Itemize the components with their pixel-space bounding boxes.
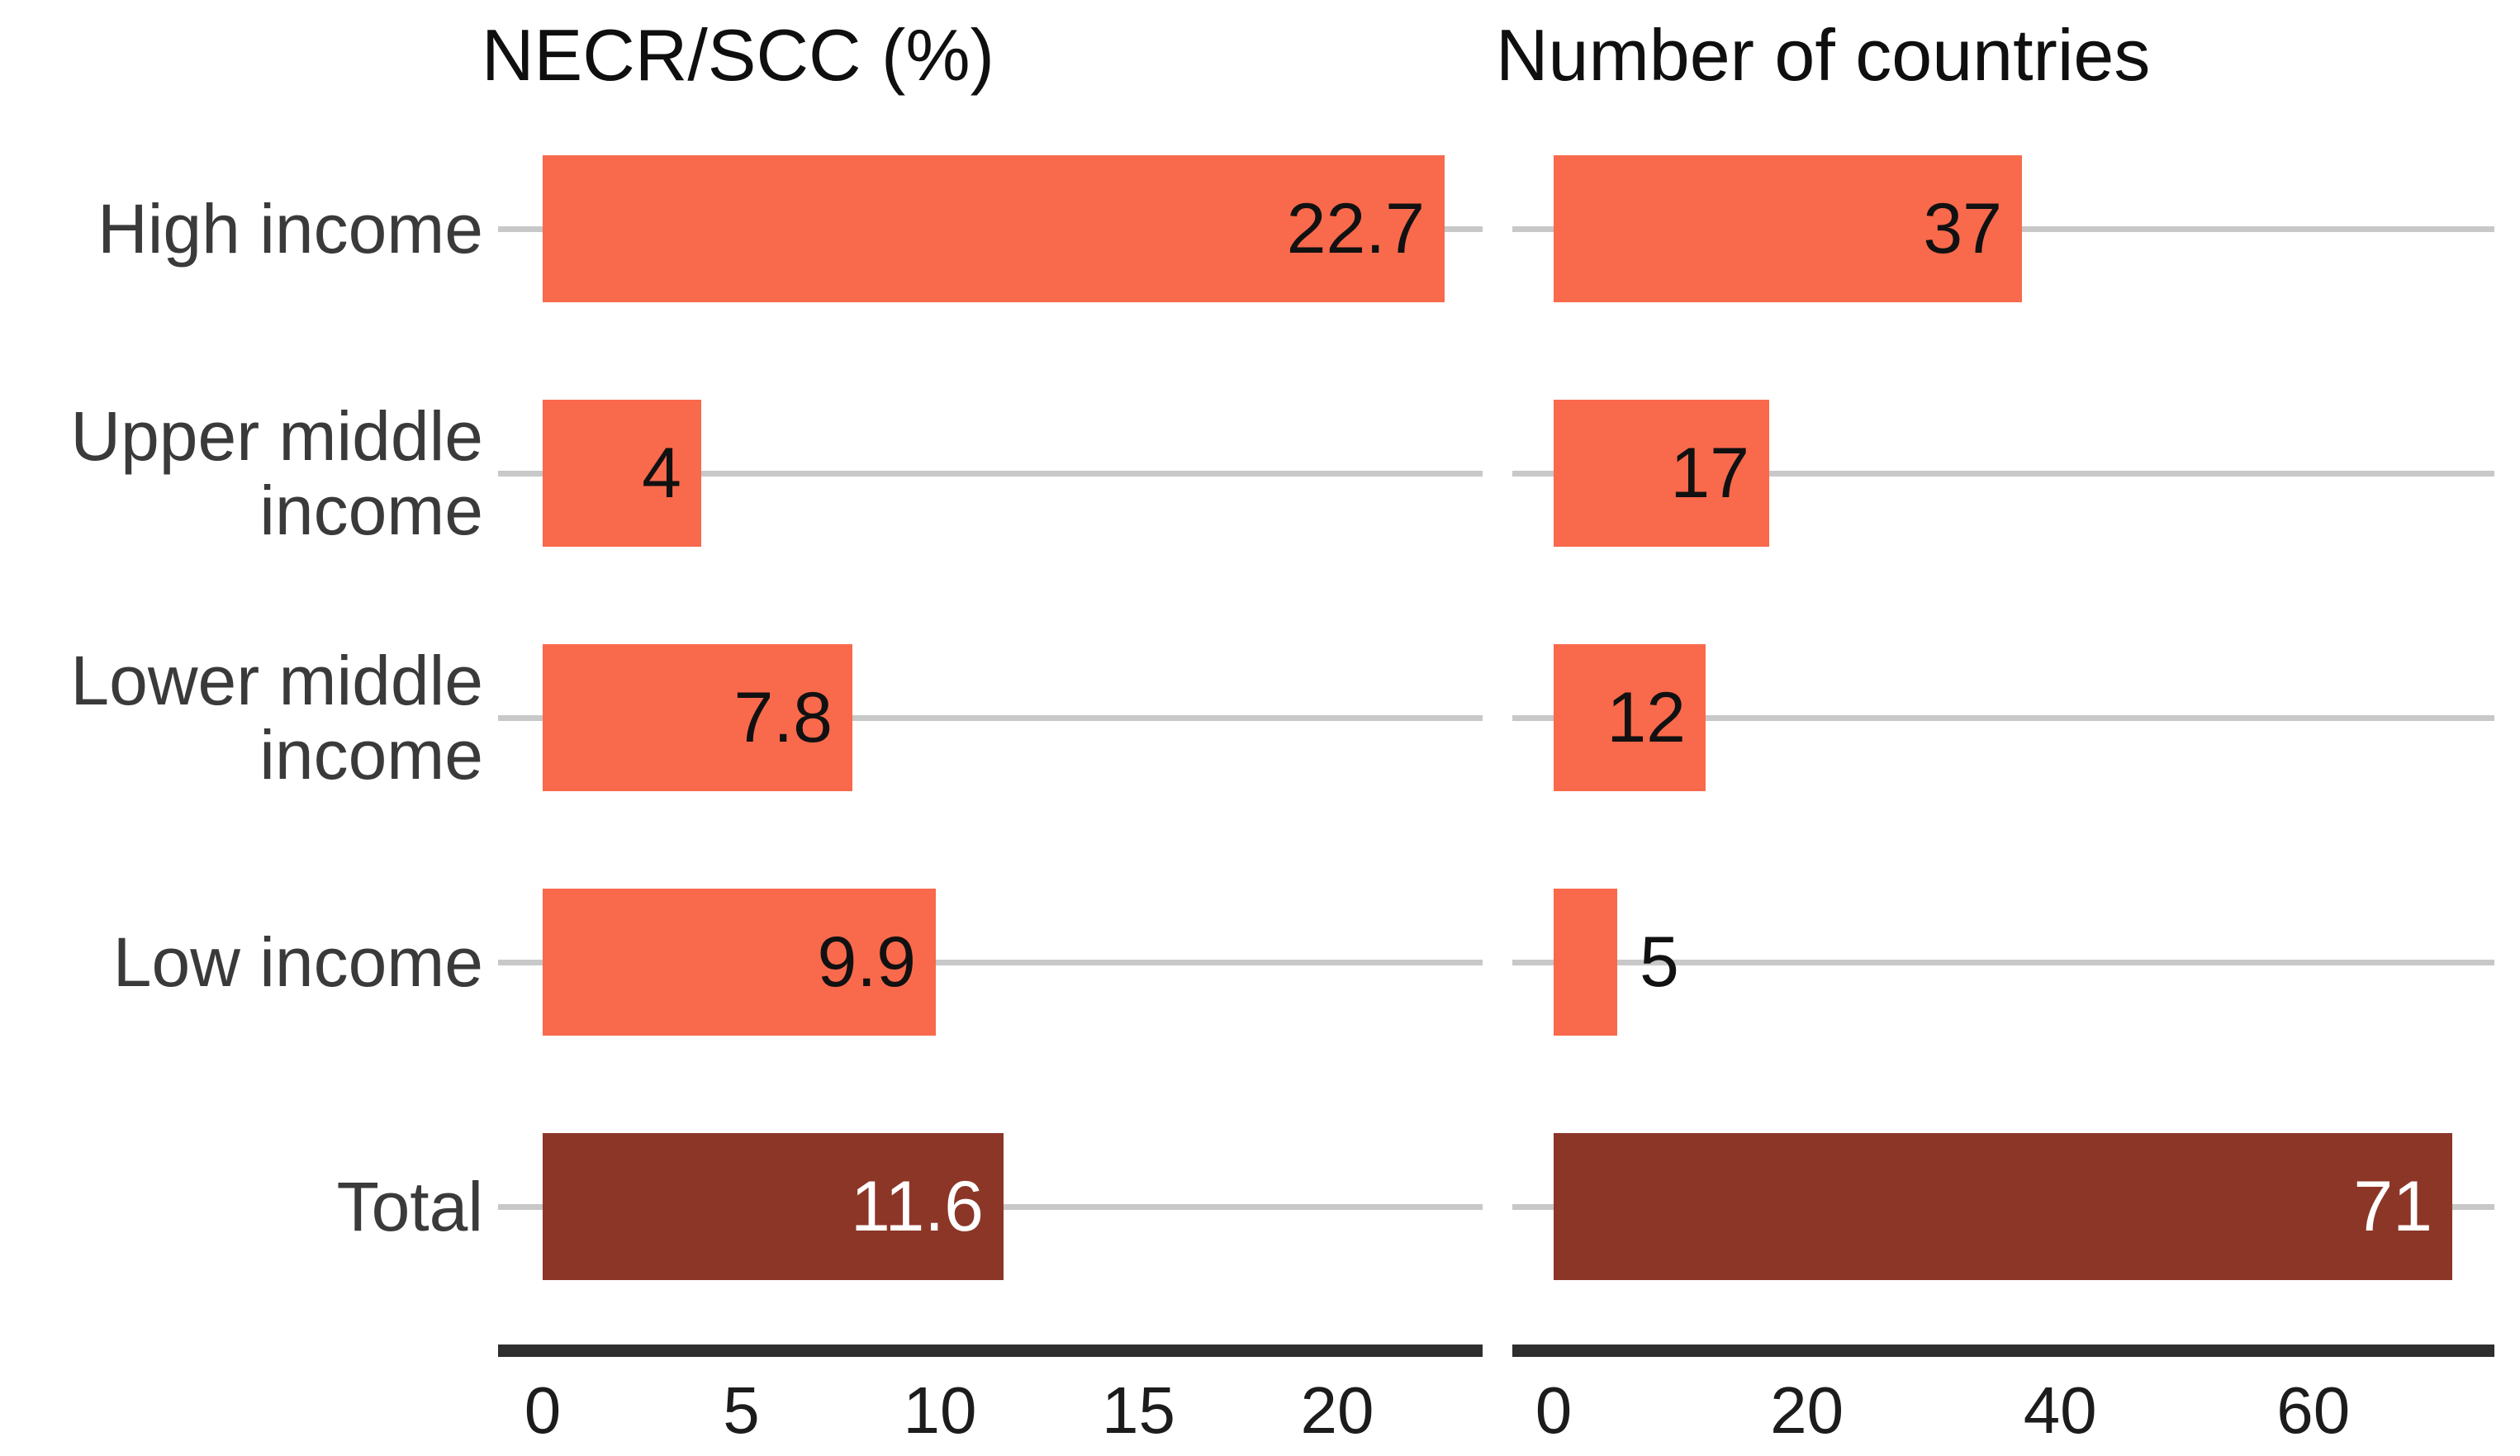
bar-value-label: 22.7	[1286, 189, 1425, 268]
gridline	[1512, 959, 2494, 965]
x-axis-tick-label: 40	[2023, 1373, 2097, 1447]
bar-value-label: 5	[1640, 922, 1679, 1002]
bar-low-income-necr-scc-: 9.9	[543, 889, 936, 1036]
bar-lower-middle-income-necr-scc-: 7.8	[543, 644, 852, 791]
bar-high-income-necr-scc-: 22.7	[543, 155, 1445, 302]
gridline	[1512, 714, 2494, 721]
bar-value-label: 9.9	[817, 922, 916, 1002]
bar-value-label: 71	[2353, 1167, 2432, 1246]
panel-title-necr-scc: NECR/SCC (%)	[482, 14, 994, 96]
bar-upper-middle-income-necr-scc-: 4	[543, 400, 701, 547]
x-axis-tick-label: 10	[903, 1373, 977, 1447]
gridline	[1512, 470, 2494, 477]
bar-low-income-number-of-countries	[1554, 889, 1617, 1036]
bar-total-number-of-countries: 71	[1554, 1133, 2452, 1280]
category-label-lower-middle-income: Lower middle income	[70, 642, 483, 794]
bar-value-label: 11.6	[851, 1167, 984, 1246]
gridline	[498, 470, 1483, 477]
bar-upper-middle-income-number-of-countries: 17	[1554, 400, 1769, 547]
x-axis-tick-label: 0	[524, 1373, 562, 1447]
panel-title-number-of-countries: Number of countries	[1496, 14, 2151, 96]
bar-value-label: 17	[1670, 434, 1749, 513]
bar-total-necr-scc-: 11.6	[543, 1133, 1004, 1280]
x-axis-tick-label: 20	[1300, 1373, 1374, 1447]
category-label-total: Total	[336, 1168, 483, 1245]
bar-value-label: 12	[1606, 678, 1686, 757]
x-axis-line	[498, 1345, 1483, 1357]
bar-value-label: 37	[1923, 189, 2002, 268]
x-axis-line	[1512, 1345, 2494, 1357]
bar-value-label: 4	[642, 434, 681, 513]
x-axis-tick-label: 5	[723, 1373, 760, 1447]
category-label-high-income: High income	[97, 190, 483, 268]
bar-high-income-number-of-countries: 37	[1554, 155, 2022, 302]
bar-value-label: 7.8	[733, 678, 833, 757]
x-axis-tick-label: 15	[1102, 1373, 1175, 1447]
category-label-upper-middle-income: Upper middle income	[70, 397, 483, 549]
x-axis-tick-label: 60	[2276, 1373, 2351, 1447]
bar-lower-middle-income-number-of-countries: 12	[1554, 644, 1706, 791]
x-axis-tick-label: 20	[1770, 1373, 1844, 1447]
gridline	[498, 959, 1483, 965]
x-axis-tick-label: 0	[1535, 1373, 1573, 1447]
category-label-low-income: Low income	[112, 923, 483, 1001]
gridline	[498, 714, 1483, 721]
